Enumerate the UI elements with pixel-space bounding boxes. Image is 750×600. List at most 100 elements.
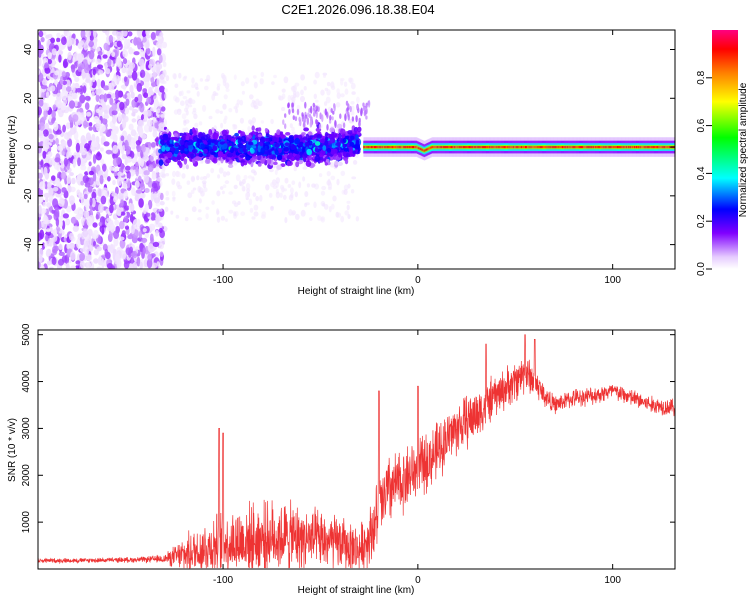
spectrogram-cell — [54, 79, 58, 86]
spectrogram-cell — [324, 139, 329, 146]
spectrogram-cell — [301, 132, 306, 136]
spectrogram-cell — [234, 132, 240, 137]
spectrogram-cell — [141, 237, 148, 243]
spectrogram-cell — [326, 124, 329, 131]
spectrogram-line-cell — [511, 146, 513, 149]
spectrogram-cell — [228, 159, 233, 163]
spectrogram-cell — [294, 137, 301, 145]
spectrogram-line-cell — [607, 146, 610, 149]
spectrogram-cell — [349, 141, 355, 148]
spectrogram-cell — [327, 181, 333, 189]
spectrogram-line-cell — [415, 146, 418, 149]
spectrogram-cell — [212, 157, 218, 164]
spectrogram-cell — [183, 158, 188, 165]
spectrogram-line-cell — [486, 146, 488, 149]
spectrogram-cell — [86, 254, 93, 261]
spectrogram-line-cell — [586, 146, 588, 149]
spectrogram-line-cell — [407, 146, 409, 149]
spectrogram-cell — [61, 71, 67, 78]
spectrogram-cell — [246, 144, 250, 150]
spectrogram-cell — [343, 189, 348, 195]
spectrogram-line-cell — [469, 146, 472, 149]
spectrogram-cell — [257, 162, 262, 167]
spectrogram-line-cell — [493, 146, 496, 149]
spectrogram-cell — [150, 191, 154, 202]
spectrogram-line-cell — [371, 146, 373, 149]
spectrogram-cell — [245, 77, 250, 84]
spectrogram-cell — [111, 51, 116, 58]
spectrogram-cell — [349, 77, 354, 85]
spectrogram-cell — [127, 74, 133, 79]
spectrogram-cell — [51, 117, 55, 124]
spectrogram-cell — [130, 203, 135, 213]
spectrogram-cell — [284, 123, 287, 130]
spectrogram-cell — [166, 140, 170, 146]
spectrogram-line-cell — [452, 146, 455, 149]
spectrogram-cell — [161, 41, 168, 49]
spectrogram-cell — [178, 72, 182, 79]
spectrogram-cell — [329, 127, 335, 133]
spectrogram-cell — [171, 190, 176, 197]
spectrogram-cell — [138, 198, 144, 208]
spectrogram-cell — [272, 136, 277, 143]
spectrogram-cell — [183, 120, 187, 126]
spectrogram-cell — [128, 249, 132, 258]
spectrogram-cell — [174, 97, 180, 103]
spectrogram-cell — [75, 265, 79, 269]
spectrogram-cell — [38, 220, 42, 230]
spectrogram-line-cell — [442, 146, 444, 149]
spectrogram-cell — [63, 157, 69, 167]
spectrogram-cell — [351, 116, 355, 122]
spectrogram-cell — [224, 82, 230, 89]
spectrogram-cell — [86, 216, 93, 227]
spectrogram-cell — [315, 105, 319, 112]
spectrogram-line-cell — [465, 146, 468, 149]
spectrogram-cell — [301, 112, 304, 117]
spectrogram-cell — [89, 197, 93, 206]
spectrogram-line-cell — [385, 146, 388, 149]
spectrogram-cell — [78, 40, 85, 46]
spectrogram-cell — [247, 175, 253, 179]
spectrogram-cell — [243, 165, 247, 169]
spectrogram-line-cell — [485, 146, 487, 149]
spectrogram-line-cell — [451, 146, 453, 149]
spectrogram-cell — [162, 165, 166, 172]
spectrogram-cell — [157, 126, 162, 133]
spectrogram-cell — [77, 157, 81, 167]
spectrogram-cell — [102, 54, 108, 59]
spectrogram-cell — [150, 31, 156, 41]
spectrogram-cell — [210, 167, 215, 174]
spectrogram-line-cell — [498, 146, 501, 149]
spectrogram-cell — [137, 119, 145, 128]
spectrogram-cell — [315, 99, 319, 103]
spectrogram-cell — [159, 32, 164, 37]
spectrogram-line-cell — [528, 146, 531, 149]
spectrogram-cell — [346, 204, 350, 211]
spectrogram-cell — [208, 129, 213, 136]
spectrogram-cell — [143, 170, 150, 176]
spectrogram-cell — [223, 118, 227, 125]
spectrogram-cell — [80, 135, 86, 145]
spectrogram-cell — [171, 156, 177, 161]
spectrogram-line-cell — [542, 146, 545, 149]
spectrogram-cell — [155, 110, 159, 117]
spectrogram-line-cell — [396, 146, 398, 149]
spectrogram-cell — [343, 81, 348, 87]
spectrogram-cell — [70, 265, 77, 269]
spectrogram-cell — [130, 91, 135, 99]
spectrogram-cell — [39, 122, 45, 131]
spectrogram-cell — [72, 72, 77, 78]
spectrogram-cell — [357, 126, 362, 133]
spectrogram-cell — [107, 176, 111, 182]
spectrogram-line-cell — [613, 146, 616, 149]
spectrogram-cell — [119, 238, 126, 249]
spectrogram-cell — [304, 191, 309, 197]
spectrogram-cell — [122, 58, 128, 65]
spectrogram-cell — [165, 190, 169, 196]
spectrogram-cell — [347, 214, 351, 220]
spectrogram-cell — [173, 109, 179, 115]
spectrogram-cell — [55, 217, 60, 227]
spectrogram-cell — [58, 219, 63, 228]
spectrogram-cell — [251, 145, 257, 149]
spectrogram-cell — [92, 154, 97, 164]
